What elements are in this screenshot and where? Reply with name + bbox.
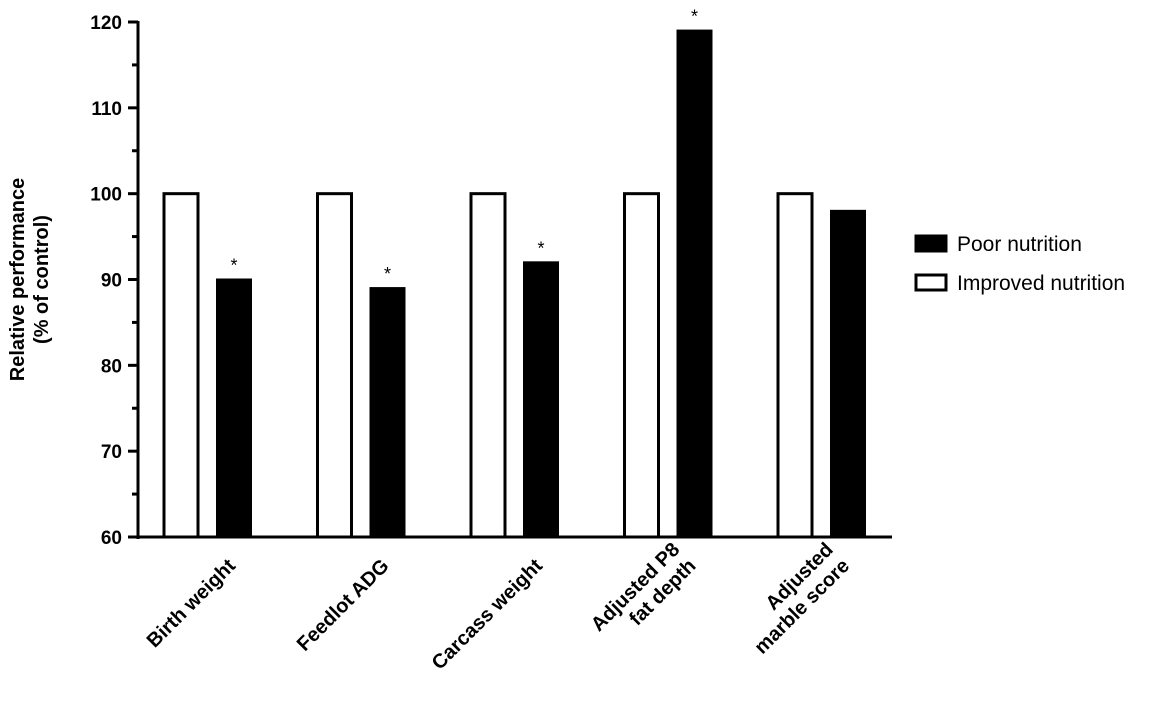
significance-asterisk: * [537,238,544,258]
significance-asterisk: * [230,256,237,276]
legend-swatch-improved [914,273,948,292]
bar-poor-nutrition [830,209,866,538]
bar-poor-nutrition [369,287,406,539]
x-axis-labels: Birth weight Feedlot ADG Carcass weight Adj… [143,539,854,675]
category-label-line: Feedlot ADG [293,555,394,656]
category-label-line: Carcass weight [428,555,548,675]
y-axis-title-line: (% of control) [31,215,53,344]
y-tick-label: 120 [90,13,122,34]
bar-improved-nutrition [623,192,660,539]
bar-improved-nutrition [776,192,814,539]
bar-improved-nutrition [316,192,353,539]
legend-label-poor: Poor nutrition [957,233,1082,256]
bar-improved-nutrition [469,192,507,539]
category-label: Carcass weight [428,555,548,675]
bars [162,29,866,539]
bar-poor-nutrition [676,29,713,538]
y-tick-label: 60 [101,528,122,549]
bar-improved-nutrition [162,192,200,539]
legend: Poor nutrition Improved nutrition [914,233,1125,295]
significance-asterisk: * [691,7,698,27]
category-label: Birth weight [143,555,241,653]
y-axis-ticks: 60 70 80 90 100 110 120 [90,13,138,549]
axes [136,21,892,539]
y-axis-title: Relative performance (% of control) [7,178,53,381]
significance-markers: * * * * [230,7,698,285]
legend-label-improved: Improved nutrition [957,272,1125,295]
bar-poor-nutrition [523,261,559,538]
y-tick-label: 100 [90,185,122,206]
legend-swatch-poor [914,234,948,253]
category-label-line: Birth weight [143,555,241,653]
significance-asterisk: * [384,264,391,284]
bar-poor-nutrition [216,278,252,538]
y-tick-label: 80 [101,356,122,377]
y-tick-label: 110 [91,99,122,120]
category-label: Feedlot ADG [293,555,394,656]
y-tick-label: 70 [101,442,122,463]
y-axis-title-line: Relative performance [7,178,29,381]
y-tick-label: 90 [101,271,122,292]
